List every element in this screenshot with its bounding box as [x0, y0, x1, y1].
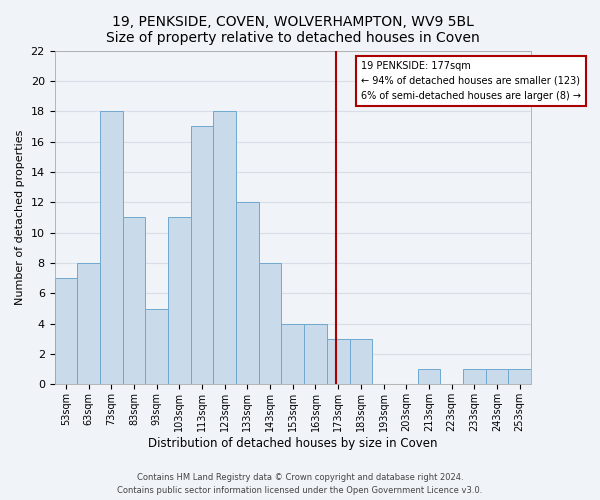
- Bar: [214, 111, 236, 384]
- Bar: [281, 324, 304, 384]
- Text: Contains HM Land Registry data © Crown copyright and database right 2024.
Contai: Contains HM Land Registry data © Crown c…: [118, 474, 482, 495]
- Y-axis label: Number of detached properties: Number of detached properties: [15, 130, 25, 305]
- Bar: [304, 324, 327, 384]
- Bar: [463, 370, 485, 384]
- Bar: [168, 218, 191, 384]
- Bar: [122, 218, 145, 384]
- Bar: [259, 263, 281, 384]
- Bar: [508, 370, 531, 384]
- Bar: [236, 202, 259, 384]
- X-axis label: Distribution of detached houses by size in Coven: Distribution of detached houses by size …: [148, 437, 437, 450]
- Bar: [100, 111, 122, 384]
- Bar: [55, 278, 77, 384]
- Bar: [145, 308, 168, 384]
- Text: 19 PENKSIDE: 177sqm
← 94% of detached houses are smaller (123)
6% of semi-detach: 19 PENKSIDE: 177sqm ← 94% of detached ho…: [361, 61, 581, 101]
- Bar: [350, 339, 372, 384]
- Bar: [191, 126, 214, 384]
- Bar: [327, 339, 350, 384]
- Bar: [485, 370, 508, 384]
- Bar: [77, 263, 100, 384]
- Title: 19, PENKSIDE, COVEN, WOLVERHAMPTON, WV9 5BL
Size of property relative to detache: 19, PENKSIDE, COVEN, WOLVERHAMPTON, WV9 …: [106, 15, 479, 45]
- Bar: [418, 370, 440, 384]
